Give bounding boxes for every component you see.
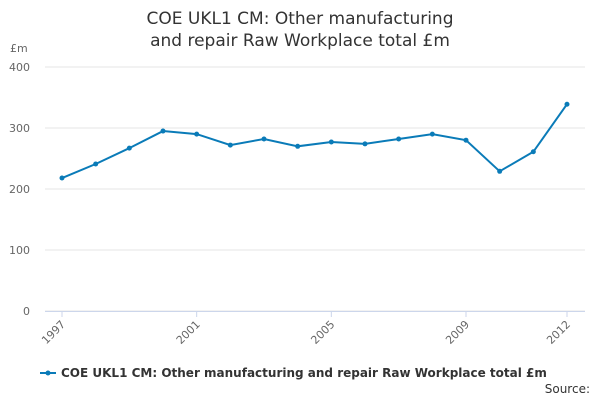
series-line	[61, 103, 568, 179]
data-point	[463, 137, 469, 143]
data-point	[530, 149, 536, 155]
data-point	[362, 141, 368, 147]
data-point	[93, 161, 99, 167]
y-tick-label: 100	[9, 244, 30, 257]
data-point	[261, 136, 267, 142]
data-point	[126, 145, 132, 151]
legend-marker	[45, 370, 51, 376]
y-tick-label: 400	[9, 61, 30, 74]
x-tick-label: 2001	[174, 318, 203, 347]
data-point	[194, 131, 200, 137]
data-point	[497, 168, 503, 174]
data-point	[328, 139, 334, 145]
x-tick-label: 1997	[39, 318, 68, 347]
y-tick-label: 200	[9, 183, 30, 196]
data-point	[160, 128, 166, 134]
data-point	[59, 175, 65, 181]
data-point	[429, 131, 435, 137]
y-tick-label: 300	[9, 122, 30, 135]
data-point	[564, 101, 570, 107]
y-axis-label: £m	[10, 42, 28, 55]
data-point	[295, 143, 301, 149]
y-tick-label: 0	[23, 305, 30, 318]
x-tick-label: 2005	[308, 318, 337, 347]
legend-label: COE UKL1 CM: Other manufacturing and rep…	[61, 366, 547, 380]
chart-title: COE UKL1 CM: Other manufacturing and rep…	[146, 9, 454, 51]
data-point	[396, 136, 402, 142]
x-tick-label: 2012	[544, 318, 573, 347]
source: Source:	[545, 382, 590, 396]
x-tick-label: 2009	[443, 318, 472, 347]
data-point	[227, 142, 233, 148]
